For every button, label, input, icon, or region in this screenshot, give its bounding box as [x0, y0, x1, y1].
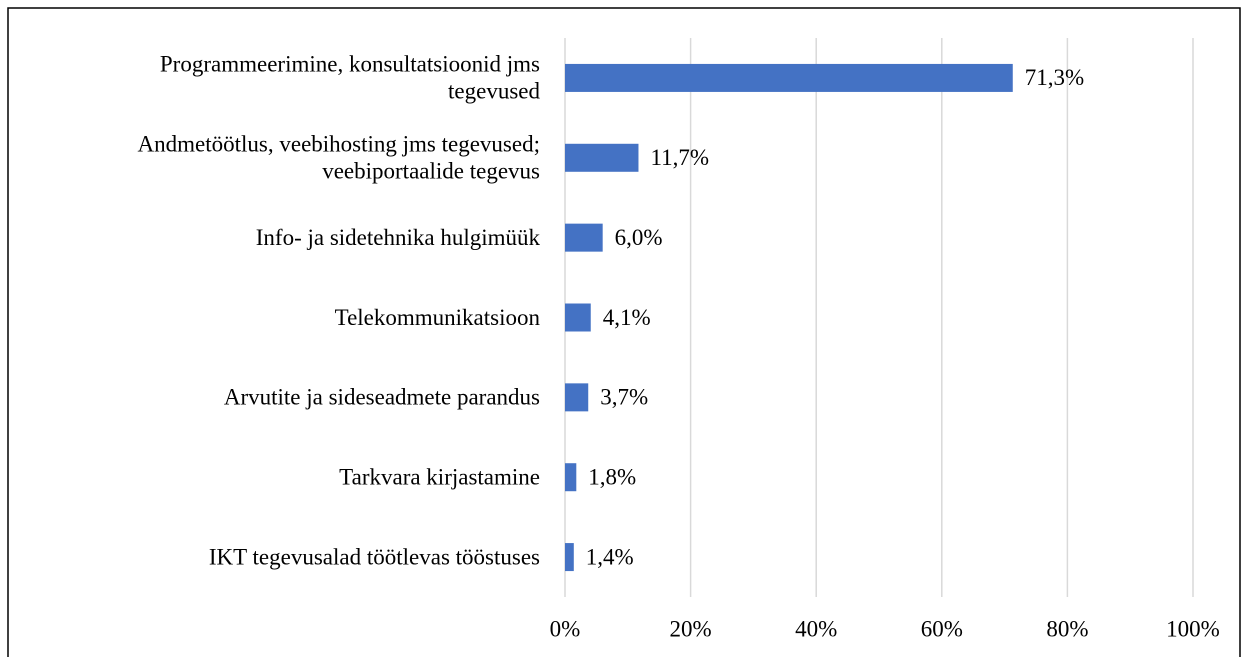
value-label: 1,8%	[588, 464, 636, 489]
value-label: 4,1%	[603, 305, 651, 330]
y-tick-label: Telekommunikatsioon	[335, 305, 541, 330]
bar	[565, 63, 1013, 92]
y-tick-label: Tarkvara kirjastamine	[339, 464, 540, 489]
x-tick-label: 80%	[1046, 616, 1088, 641]
bar	[565, 143, 639, 172]
bar	[565, 383, 589, 412]
y-tick-label: IKT tegevusalad töötlevas tööstuses	[209, 544, 540, 569]
value-label: 71,3%	[1025, 65, 1084, 90]
value-label: 6,0%	[615, 225, 663, 250]
value-label: 11,7%	[650, 145, 709, 170]
value-label: 1,4%	[586, 544, 634, 569]
bar	[565, 463, 577, 492]
x-tick-label: 20%	[670, 616, 712, 641]
x-tick-label: 40%	[795, 616, 837, 641]
y-tick-label: Andmetöötlus, veebihosting jms tegevused…	[138, 132, 541, 184]
x-tick-label: 100%	[1166, 616, 1220, 641]
chart-frame	[7, 7, 1241, 657]
y-tick-label: Programmeerimine, konsultatsioonid jms te…	[160, 52, 541, 104]
value-label: 3,7%	[600, 385, 648, 410]
x-tick-label: 0%	[550, 616, 581, 641]
bar	[565, 543, 574, 572]
bar	[565, 303, 591, 332]
y-tick-label: Arvutite ja sideseadmete parandus	[224, 385, 540, 410]
bar	[565, 223, 603, 252]
y-tick-label: Info- ja sidetehnika hulgimüük	[256, 225, 541, 250]
x-tick-label: 60%	[921, 616, 963, 641]
